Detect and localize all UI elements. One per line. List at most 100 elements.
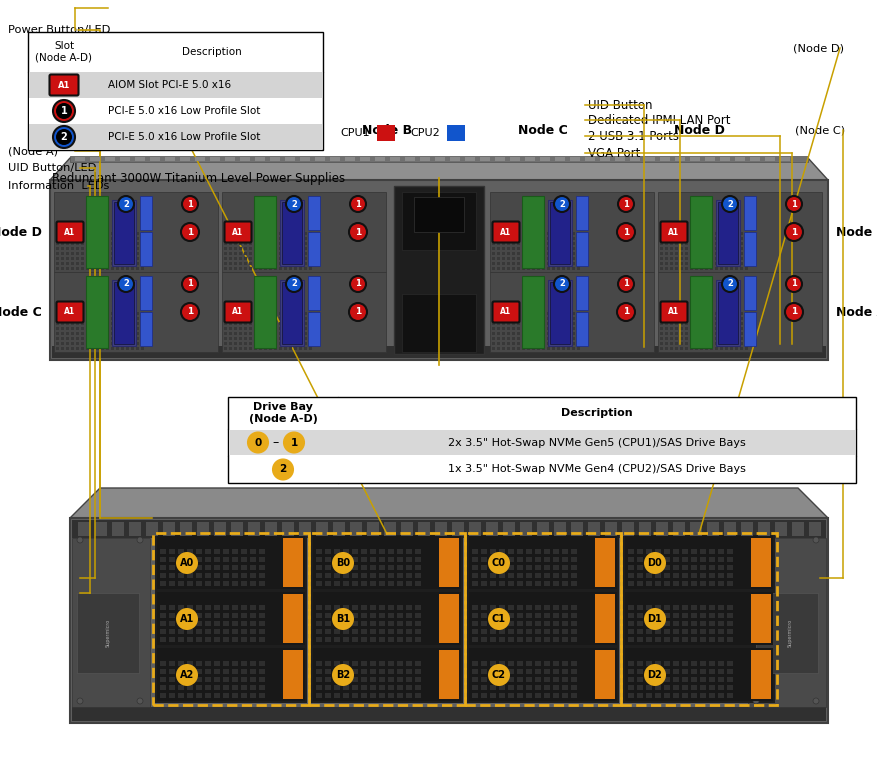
Bar (343, 669, 348, 674)
Bar (502, 337, 504, 340)
Circle shape (488, 664, 510, 686)
Bar (808, 522, 820, 536)
Bar (71, 262, 74, 265)
Bar (553, 613, 559, 618)
Bar (234, 347, 237, 350)
Bar (309, 342, 311, 345)
Bar (517, 581, 523, 586)
Bar (352, 637, 358, 642)
Bar (552, 262, 554, 265)
Bar (204, 693, 210, 698)
Bar (232, 661, 238, 666)
Bar (316, 581, 322, 586)
Bar (745, 247, 747, 250)
Bar (96, 257, 99, 260)
Bar (553, 621, 559, 626)
Bar (714, 317, 717, 320)
Bar (249, 252, 252, 255)
Bar (663, 605, 669, 610)
Bar (699, 637, 705, 642)
Bar (96, 242, 99, 245)
Bar (309, 232, 311, 235)
Bar (91, 252, 94, 255)
Bar (663, 637, 669, 642)
Bar (369, 669, 375, 674)
Bar (121, 232, 124, 235)
Bar (309, 237, 311, 240)
Bar (546, 267, 549, 270)
Bar (126, 312, 129, 315)
Bar (195, 157, 204, 161)
Circle shape (617, 303, 634, 321)
Bar (491, 312, 495, 315)
Bar (576, 317, 580, 320)
Bar (561, 629, 567, 634)
Bar (511, 332, 515, 335)
Bar (524, 157, 534, 161)
Bar (717, 685, 724, 690)
Bar (674, 342, 677, 345)
Bar (222, 272, 386, 352)
Bar (561, 605, 567, 610)
Bar (571, 267, 574, 270)
Bar (537, 262, 539, 265)
Circle shape (488, 608, 510, 630)
Bar (141, 332, 144, 335)
Bar (253, 327, 257, 330)
Bar (249, 327, 252, 330)
Bar (517, 685, 523, 690)
Bar (689, 276, 711, 348)
Bar (576, 252, 580, 255)
Bar (240, 677, 246, 682)
Bar (101, 327, 103, 330)
Bar (396, 677, 403, 682)
Bar (571, 262, 574, 265)
Bar (232, 685, 238, 690)
Bar (312, 648, 460, 701)
Bar (253, 196, 275, 268)
Text: (Node B): (Node B) (102, 43, 152, 53)
Bar (729, 327, 732, 330)
Bar (352, 661, 358, 666)
Bar (481, 669, 487, 674)
Bar (525, 557, 531, 562)
Bar (724, 232, 727, 235)
Bar (729, 322, 732, 325)
Bar (669, 337, 673, 340)
Bar (131, 232, 134, 235)
Bar (90, 157, 100, 161)
Bar (511, 262, 515, 265)
Bar (522, 312, 524, 315)
Bar (674, 312, 677, 315)
Bar (253, 342, 257, 345)
Bar (223, 613, 229, 618)
Bar (522, 337, 524, 340)
Bar (552, 247, 554, 250)
Bar (136, 322, 139, 325)
Bar (729, 252, 732, 255)
Bar (396, 565, 403, 570)
Bar (681, 565, 688, 570)
Bar (229, 327, 232, 330)
Bar (690, 549, 696, 554)
Bar (717, 693, 724, 698)
Bar (253, 347, 257, 350)
Bar (553, 581, 559, 586)
Bar (232, 621, 238, 626)
Bar (91, 347, 94, 350)
Circle shape (348, 223, 367, 241)
Bar (343, 573, 348, 578)
Bar (376, 125, 395, 141)
Bar (106, 317, 109, 320)
Bar (674, 267, 677, 270)
Bar (517, 232, 519, 235)
Bar (316, 605, 322, 610)
Bar (791, 522, 803, 536)
Bar (695, 332, 697, 335)
Bar (360, 637, 367, 642)
Bar (496, 262, 499, 265)
Bar (224, 327, 227, 330)
Bar (561, 565, 567, 570)
Bar (28, 32, 323, 150)
Bar (525, 629, 531, 634)
